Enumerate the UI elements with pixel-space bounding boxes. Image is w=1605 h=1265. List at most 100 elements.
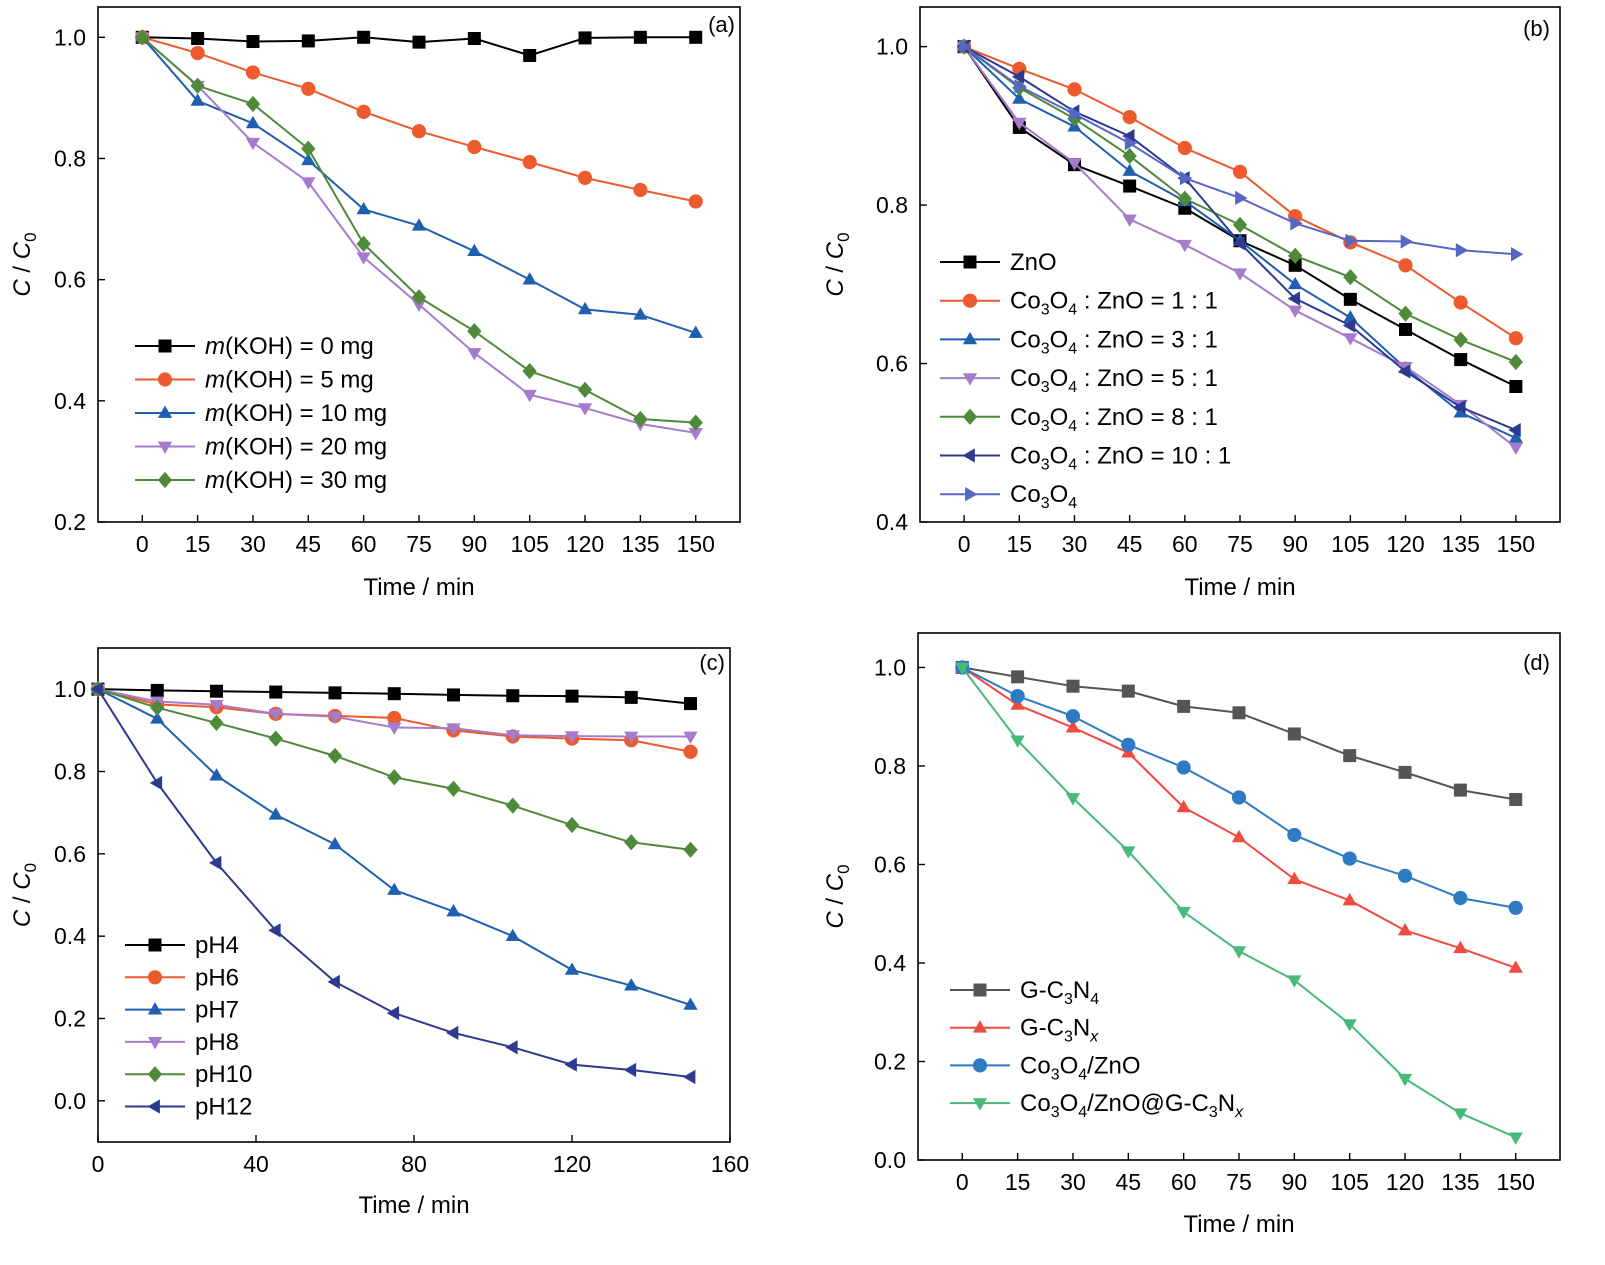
x-tick-label: 15: [185, 531, 211, 557]
data-point: [327, 974, 340, 990]
legend-label: pH6: [195, 964, 239, 991]
data-point: [268, 807, 283, 820]
series-4: [956, 38, 1524, 371]
data-point: [1345, 233, 1358, 248]
data-point: [578, 31, 592, 45]
data-point: [1010, 697, 1025, 710]
series-line: [962, 666, 1516, 801]
data-point: [1231, 829, 1247, 843]
legend-label: Co3O4: [1010, 481, 1077, 512]
legend-marker: [972, 1020, 988, 1033]
data-point: [564, 731, 580, 744]
data-point: [1509, 792, 1523, 806]
data-point: [522, 389, 537, 403]
legend-label: G-C3N4: [1020, 977, 1099, 1008]
data-point: [1176, 799, 1191, 813]
series-line: [963, 45, 1517, 340]
data-point: [1453, 331, 1468, 348]
x-axis-title: Time / min: [1183, 1211, 1294, 1238]
x-tick-label: 120: [1386, 531, 1424, 557]
legend-label: Co3O4 : ZnO = 8 : 1: [1010, 404, 1218, 435]
y-tick-label: 1.0: [876, 34, 908, 60]
data-point: [624, 690, 638, 704]
data-point: [1397, 1073, 1413, 1087]
data-point: [327, 711, 343, 725]
series-4: [90, 681, 698, 858]
data-point: [1343, 749, 1357, 763]
legend-label: pH7: [195, 997, 239, 1024]
data-point: [245, 115, 261, 129]
data-point: [1232, 268, 1248, 281]
data-point: [1453, 295, 1468, 310]
x-tick-label: 120: [553, 1151, 591, 1177]
legend-item: m(KOH) = 0 mg: [135, 333, 374, 360]
series-0: [135, 30, 703, 62]
legend-label: m(KOH) = 0 mg: [205, 333, 374, 360]
data-point: [1232, 235, 1245, 251]
legend-marker: [147, 970, 163, 985]
data-point: [411, 299, 427, 312]
x-tick-label: 60: [1171, 1169, 1197, 1195]
data-point: [209, 768, 224, 781]
data-point: [1287, 727, 1301, 741]
data-point: [357, 30, 371, 44]
legend-label: G-C3Nx: [1020, 1015, 1099, 1046]
data-point: [1343, 333, 1358, 346]
data-point: [1400, 234, 1413, 249]
data-point: [684, 697, 697, 711]
y-tick-label: 1.0: [54, 24, 86, 50]
data-point: [269, 685, 283, 699]
data-point: [301, 81, 316, 96]
legend-item: m(KOH) = 20 mg: [135, 434, 387, 461]
data-point: [1398, 305, 1413, 322]
data-point: [1342, 1019, 1357, 1032]
data-point: [467, 243, 482, 257]
legend-item: Co3O4 : ZnO = 5 : 1: [940, 365, 1218, 396]
legend-marker: [973, 983, 987, 997]
data-point: [1398, 364, 1411, 379]
legend-marker: [157, 405, 173, 418]
data-point: [1508, 331, 1523, 346]
data-point: [1397, 923, 1413, 936]
y-tick-label: 0.6: [54, 267, 86, 293]
data-point: [1343, 269, 1358, 286]
x-axis-title: Time / min: [358, 1192, 469, 1219]
data-point: [1065, 709, 1081, 724]
data-point: [577, 170, 593, 185]
legend-item: Co3O4 : ZnO = 8 : 1: [940, 404, 1218, 435]
data-point: [268, 923, 281, 938]
legend-marker: [147, 1099, 160, 1114]
legend-label: pH10: [195, 1061, 252, 1088]
legend-label: Co3O4 : ZnO = 10 : 1: [1010, 443, 1231, 474]
data-point: [1508, 960, 1523, 973]
x-tick-label: 0: [92, 1151, 105, 1177]
data-point: [1177, 699, 1191, 713]
series-line: [141, 36, 697, 334]
x-tick-label: 30: [240, 531, 266, 557]
data-point: [150, 699, 165, 716]
data-point: [1011, 69, 1025, 84]
data-point: [446, 723, 461, 736]
data-point: [1454, 353, 1468, 367]
x-tick-label: 90: [462, 531, 488, 557]
x-tick-label: 120: [1386, 1169, 1424, 1195]
data-point: [683, 841, 698, 858]
data-point: [386, 1005, 400, 1021]
data-point: [522, 272, 537, 285]
data-point: [1176, 760, 1191, 775]
data-point: [387, 769, 402, 786]
legend-marker: [158, 339, 172, 353]
data-point: [1177, 239, 1192, 253]
x-tick-label: 40: [243, 1151, 269, 1177]
data-point: [387, 710, 402, 726]
data-point: [356, 252, 371, 265]
data-point: [1012, 117, 1027, 131]
data-point: [90, 682, 103, 697]
data-point: [1287, 975, 1302, 988]
y-tick-label: 0.6: [876, 351, 908, 377]
x-tick-label: 45: [296, 531, 322, 557]
data-point: [328, 686, 342, 700]
series-0: [91, 682, 697, 711]
data-point: [1122, 163, 1137, 176]
data-point: [301, 177, 316, 190]
